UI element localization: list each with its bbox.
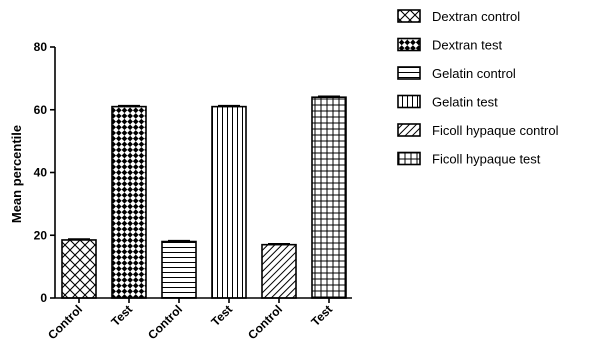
bar-dextran-test (111, 105, 147, 299)
x-tick-label: Control (145, 302, 185, 342)
y-tick-label: 60 (34, 103, 48, 117)
legend-swatch (397, 9, 421, 23)
y-axis: 0 20 40 60 80 (34, 40, 56, 305)
bar-dextran-control (61, 239, 97, 299)
legend-swatch (397, 94, 421, 109)
legend-label: Dextran test (432, 38, 502, 53)
legend: Dextran control Dextran test Gelatin contr… (397, 9, 559, 167)
y-tick-label: 40 (34, 166, 48, 180)
legend-item: Ficoll hypaque control (397, 123, 559, 138)
legend-swatch (397, 66, 421, 80)
legend-label: Dextran control (432, 9, 520, 24)
legend-label: Gelatin control (432, 66, 516, 81)
y-tick-label: 0 (40, 291, 47, 305)
legend-item: Dextran control (397, 9, 520, 24)
y-tick-label: 20 (34, 228, 48, 242)
bars (61, 95, 347, 299)
x-tick-label: Control (245, 302, 285, 342)
legend-swatch (397, 151, 421, 166)
legend-label: Ficoll hypaque test (432, 152, 541, 167)
bar-gelatin-control (161, 240, 197, 299)
bar-gelatin-test (211, 105, 247, 299)
y-axis-title: Mean percentile (9, 125, 24, 223)
legend-swatch (397, 37, 421, 52)
legend-swatch (397, 123, 421, 137)
legend-label: Gelatin test (432, 95, 498, 110)
legend-item: Dextran test (397, 37, 502, 53)
bar-ficoll-hypaque-test (311, 96, 347, 299)
bar-ficoll-hypaque-control (261, 243, 297, 299)
legend-item: Gelatin control (397, 66, 516, 81)
x-tick-label: Control (45, 302, 85, 342)
x-axis: Control Test Control Test Control Test (45, 297, 352, 342)
y-tick-label: 80 (34, 40, 48, 54)
legend-item: Ficoll hypaque test (397, 151, 541, 167)
legend-label: Ficoll hypaque control (432, 123, 559, 138)
legend-item: Gelatin test (397, 94, 498, 110)
x-tick-label: Test (208, 302, 235, 329)
x-tick-label: Test (108, 302, 135, 329)
x-tick-label: Test (308, 302, 335, 329)
